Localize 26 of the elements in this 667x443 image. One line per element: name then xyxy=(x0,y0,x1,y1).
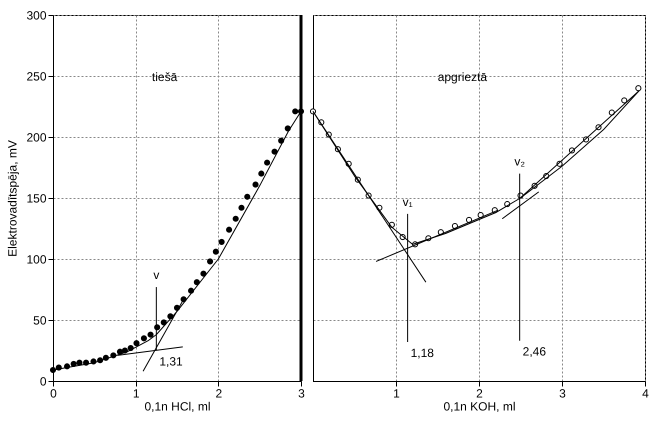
y-axis-title: Elektrovadītspēja, mV xyxy=(6,140,20,257)
y-tick-label: 100 xyxy=(26,252,47,266)
x-tick-label: 2 xyxy=(215,386,222,400)
x-tick-label: 1 xyxy=(132,386,140,400)
y-tick-label: 150 xyxy=(26,192,47,206)
x-axis-title: 0,1n HCl, ml xyxy=(144,400,211,414)
annotation: 2,46 xyxy=(522,344,546,359)
y-tick-label: 300 xyxy=(26,8,47,22)
x-tick-label: 4 xyxy=(642,386,650,400)
x-tick-label: 0 xyxy=(50,386,58,400)
x-tick-label: 3 xyxy=(298,386,306,400)
y-tick-label: 50 xyxy=(33,314,47,328)
x-tick-label: 2 xyxy=(476,386,484,400)
annotation: v₂ xyxy=(514,154,526,169)
annotation: v₁ xyxy=(402,194,413,209)
y-tick-label: 0 xyxy=(40,374,47,388)
x-tick-label: 3 xyxy=(559,386,566,400)
annotation: v xyxy=(153,268,160,282)
annotation: 1,18 xyxy=(410,346,434,360)
y-tick-label: 250 xyxy=(26,70,47,84)
y-tick-label: 200 xyxy=(26,130,47,144)
annotation: 1,31 xyxy=(159,354,184,368)
x-axis-title: 0,1n KOH, ml xyxy=(443,400,516,414)
annotation: apgrieztā xyxy=(438,70,488,84)
x-tick-label: 1 xyxy=(393,386,400,400)
annotation: tiešā xyxy=(152,70,178,84)
